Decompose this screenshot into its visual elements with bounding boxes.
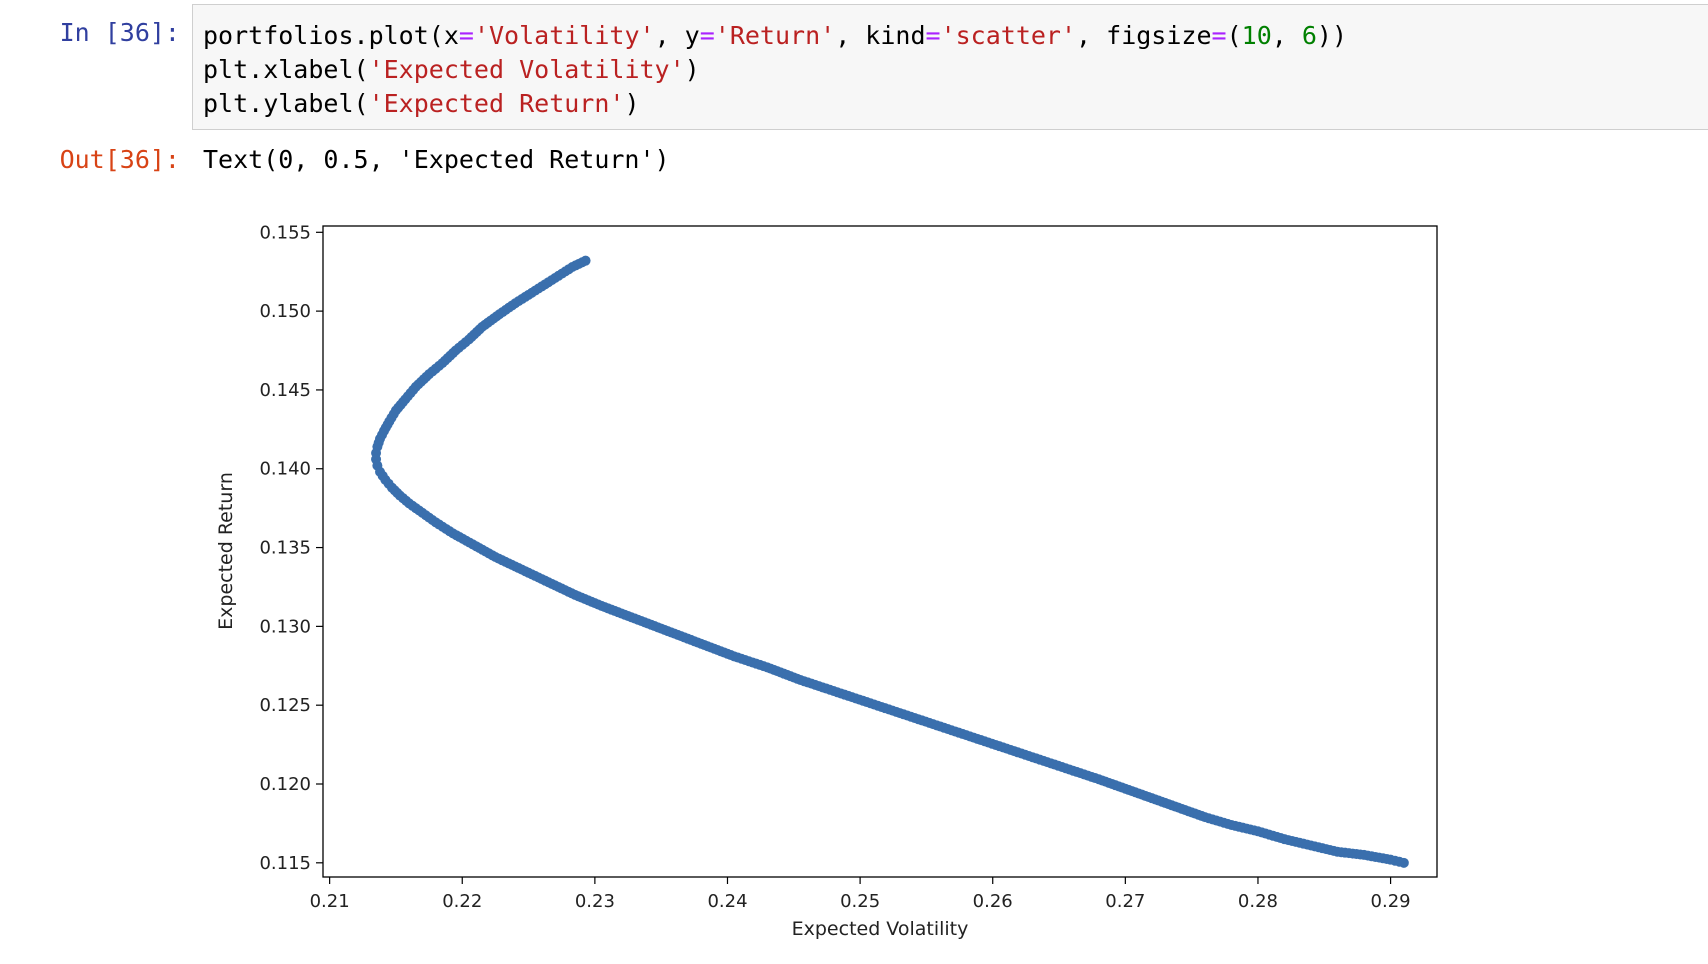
- x-axis-label: Expected Volatility: [792, 918, 969, 940]
- x-tick-label: 0.22: [442, 891, 482, 912]
- output-text: Text(0, 0.5, 'Expected Return'): [203, 145, 670, 174]
- y-tick-label: 0.115: [259, 853, 311, 874]
- code-line: plt.ylabel('Expected Return'): [203, 87, 1701, 121]
- code-token: ): [684, 55, 700, 84]
- code-token: plt.ylabel(: [203, 89, 369, 118]
- scatter-point: [1398, 857, 1409, 868]
- code-line: plt.xlabel('Expected Volatility'): [203, 53, 1701, 87]
- code-token: =: [458, 21, 474, 50]
- code-token: (: [1226, 21, 1242, 50]
- code-token: 'Return': [714, 21, 836, 50]
- code-token: =: [925, 21, 941, 50]
- y-tick-label: 0.135: [259, 538, 311, 559]
- code-cell-input[interactable]: portfolios.plot(x='Volatility', y='Retur…: [192, 4, 1708, 130]
- y-tick-label: 0.150: [259, 301, 311, 322]
- code-token: , kind: [835, 21, 926, 50]
- y-tick-label: 0.145: [259, 380, 311, 401]
- code-token: 6: [1301, 21, 1317, 50]
- plot-area-frame: [322, 225, 1438, 878]
- x-tick-label: 0.21: [310, 891, 350, 912]
- x-tick-label: 0.29: [1371, 891, 1411, 912]
- code-token: )): [1316, 21, 1348, 50]
- y-tick-label: 0.130: [259, 616, 311, 637]
- code-token: , y: [654, 21, 700, 50]
- code-token: =: [699, 21, 715, 50]
- in-prompt: In [36]:: [59, 18, 180, 47]
- y-tick-label: 0.120: [259, 774, 311, 795]
- x-tick-label: 0.28: [1238, 891, 1278, 912]
- code-token: =: [1211, 21, 1227, 50]
- y-axis: 0.115 0.120 0.125 0.130 0.135 0.140 0.145 0.150…: [259, 222, 323, 874]
- code-editor[interactable]: portfolios.plot(x='Volatility', y='Retur…: [203, 19, 1701, 121]
- code-token: ,: [1271, 21, 1302, 50]
- x-tick-label: 0.23: [575, 891, 615, 912]
- x-tick-label: 0.27: [1105, 891, 1145, 912]
- x-tick-label: 0.24: [707, 891, 747, 912]
- scatter-points: [371, 255, 1409, 868]
- code-token: 'scatter': [940, 21, 1077, 50]
- x-tick-label: 0.26: [973, 891, 1013, 912]
- y-tick-label: 0.140: [259, 459, 311, 480]
- code-token: 'Expected Return': [368, 89, 625, 118]
- code-token: plt.xlabel(: [203, 55, 369, 84]
- code-token: 'Volatility': [473, 21, 655, 50]
- code-token: ): [624, 89, 640, 118]
- y-tick-label: 0.155: [259, 222, 311, 243]
- x-axis: 0.21 0.22 0.23 0.24 0.25 0.26 0.27 0.28 0.29: [310, 877, 1411, 912]
- code-token: portfolios.plot(x: [203, 21, 459, 50]
- y-axis-label: Expected Return: [215, 472, 237, 630]
- code-token: 10: [1241, 21, 1272, 50]
- out-prompt: Out[36]:: [59, 145, 180, 174]
- code-line: portfolios.plot(x='Volatility', y='Retur…: [203, 19, 1701, 53]
- code-token: 'Expected Volatility': [368, 55, 685, 84]
- x-tick-label: 0.25: [840, 891, 880, 912]
- code-token: , figsize: [1076, 21, 1212, 50]
- y-tick-label: 0.125: [259, 695, 311, 716]
